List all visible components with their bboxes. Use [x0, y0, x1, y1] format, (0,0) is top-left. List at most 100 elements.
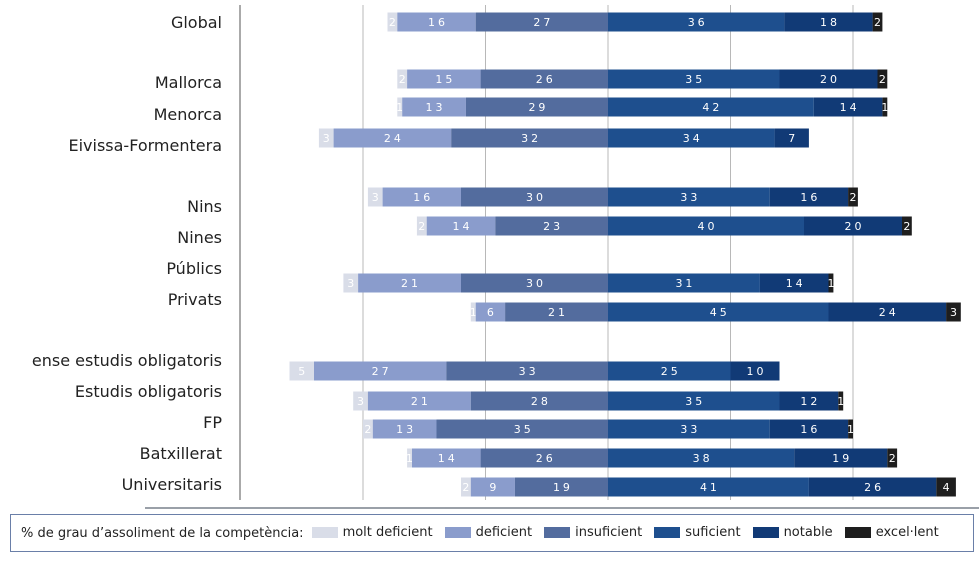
legend-label: molt deficient [342, 524, 433, 540]
bar-segment [769, 187, 849, 207]
row-label: Eivissa-Formentera [68, 136, 222, 155]
bar-segment [882, 97, 888, 117]
bar-segment [289, 361, 314, 381]
bar-segment [838, 391, 844, 411]
bar-value-label: 14 [438, 452, 458, 465]
bar-value-label: 27 [533, 16, 553, 29]
legend-entry: notable [752, 525, 833, 540]
bar-value-label: 3 [372, 191, 382, 204]
bar-segment [412, 448, 481, 468]
bar-value-label: 2 [879, 73, 889, 86]
bar-value-label: 27 [372, 365, 392, 378]
bar-segment [808, 477, 937, 497]
bar-value-label: 18 [820, 16, 840, 29]
bar-value-label: 36 [688, 16, 708, 29]
bar-segment [407, 448, 412, 468]
legend-entry: suficient [654, 524, 741, 540]
bar-segment [779, 69, 878, 89]
bar-segment [779, 391, 839, 411]
bar-segment [397, 69, 408, 89]
bar-value-label: 16 [413, 191, 433, 204]
bar-value-label: 3 [357, 395, 367, 408]
bar-segment [407, 69, 481, 89]
bar-segment [936, 477, 956, 497]
bar-segment [480, 448, 608, 468]
bar-value-label: 45 [710, 306, 730, 319]
bar-value-label: 1 [881, 101, 891, 114]
stacked-bar-chart: 2 16 27 36 18 22 15 26 35 20 21 13 29 42 14 13 24 32 34 73 1… [32, 5, 979, 509]
bar-value-label: 1 [847, 423, 857, 436]
bar-value-label: 26 [536, 73, 556, 86]
bar-segment [318, 128, 334, 148]
bar-segment [946, 302, 961, 322]
legend-label: insuficient [575, 524, 643, 540]
row-labels: Global Mallorca Menorca Eivissa-Formentera N… [32, 13, 222, 494]
bar-segment [367, 187, 383, 207]
bar-segment [333, 128, 452, 148]
bar-value-label: 35 [685, 73, 705, 86]
bar-segment [426, 216, 496, 236]
bar-value-label: 14 [786, 277, 806, 290]
bar-value-label: 35 [685, 395, 705, 408]
legend-swatch [311, 526, 338, 538]
bar-value-label: 32 [521, 132, 541, 145]
bar-segment [872, 12, 883, 32]
bar-value-label: 12 [800, 395, 820, 408]
bar-segment [608, 69, 780, 89]
bar-segment [470, 302, 476, 322]
bar-segment [505, 302, 608, 322]
legend-swatch [544, 526, 571, 538]
bar-segment [314, 361, 447, 381]
bar-value-label: 30 [526, 277, 546, 290]
bar-value-label: 1 [837, 395, 847, 408]
bar-value-label: 3 [347, 277, 357, 290]
legend-swatch [844, 526, 871, 538]
bar-segment [608, 391, 780, 411]
bar-value-label: 7 [788, 132, 798, 145]
row-label: Nines [177, 228, 222, 247]
bar-value-label: 20 [845, 220, 865, 233]
bar-segment [902, 216, 912, 236]
bar-segment [465, 97, 608, 117]
bar-value-label: 10 [747, 365, 767, 378]
bar-value-label: 9 [489, 481, 499, 494]
bar-segment [608, 128, 775, 148]
bar-value-label: 1 [396, 101, 406, 114]
bar-value-label: 38 [693, 452, 713, 465]
bar-segment [759, 273, 829, 293]
bar-value-label: 31 [675, 277, 695, 290]
bar-value-label: 21 [401, 277, 421, 290]
bar-value-label: 16 [800, 423, 820, 436]
bar-segment [372, 419, 437, 439]
bar-segment [608, 273, 760, 293]
bar-segment [608, 302, 829, 322]
row-label: Nins [187, 197, 222, 216]
bar-segment [436, 419, 608, 439]
bar-segment [514, 477, 608, 497]
bar-segment [343, 273, 359, 293]
bar-segment [367, 391, 471, 411]
bar-value-label: 2 [389, 16, 399, 29]
row-label: Mallorca [155, 73, 222, 92]
legend-entry: deficient [444, 525, 532, 540]
bar-segment [608, 216, 804, 236]
legend-label: suficient [685, 524, 741, 540]
bar-segment [387, 12, 398, 32]
bar-value-label: 26 [864, 481, 884, 494]
bar-segment [382, 187, 461, 207]
bar-segment [848, 419, 853, 439]
bar-value-label: 34 [683, 132, 703, 145]
bar-value-label: 2 [399, 73, 409, 86]
bar-segment [804, 216, 902, 236]
bar-segment [461, 273, 608, 293]
bar-segment [475, 302, 506, 322]
bar-segment [470, 391, 608, 411]
bar-value-label: 13 [396, 423, 416, 436]
legend-entry: excel·lent [844, 525, 939, 540]
bar-value-label: 40 [698, 220, 718, 233]
bar-value-label: 1 [827, 277, 837, 290]
bar-value-label: 19 [832, 452, 852, 465]
bar-value-label: 1 [470, 306, 480, 319]
bar-value-label: 35 [514, 423, 534, 436]
bar-segment [461, 477, 471, 497]
